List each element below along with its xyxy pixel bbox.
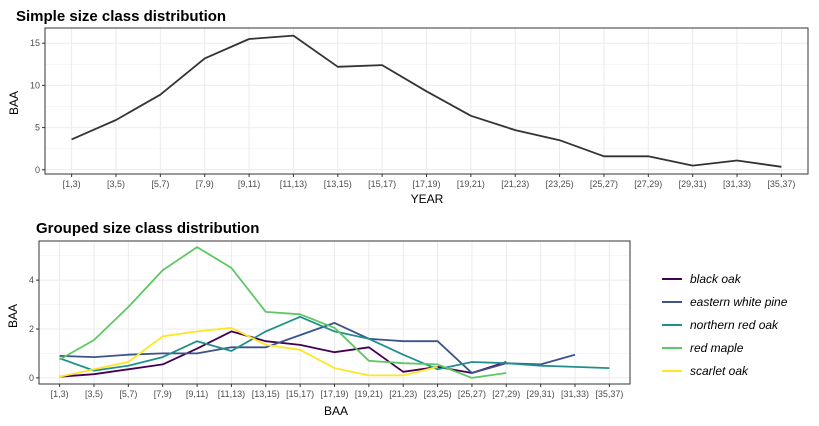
x-tick-label: [1,3): [51, 389, 69, 399]
y-axis-title: BAA: [7, 91, 21, 115]
x-tick-label: [15,17): [368, 179, 396, 189]
y-tick-label: 0: [29, 373, 34, 383]
x-tick-label: [1,3): [63, 179, 81, 189]
x-tick-label: [21,23): [501, 179, 529, 189]
x-tick-label: [27,29): [634, 179, 662, 189]
x-tick-label: [25,27): [458, 389, 486, 399]
legend-label: red maple: [690, 341, 744, 355]
x-tick-label: [17,19): [320, 389, 348, 399]
x-tick-label: [5,7): [119, 389, 137, 399]
x-tick-label: [27,29): [492, 389, 520, 399]
chart-title: Grouped size class distribution: [36, 220, 259, 237]
y-tick-label: 4: [29, 275, 34, 285]
x-tick-label: [35,37): [767, 179, 795, 189]
chart-simple-size-class: Simple size class distribution BAA YEAR …: [7, 8, 809, 206]
x-tick-label: [9,11): [186, 389, 208, 399]
legend-label: northern red oak: [690, 318, 779, 332]
series-line-eastern-white-pine: [59, 322, 576, 374]
x-tick-label: [21,23): [389, 389, 417, 399]
x-tick-label: [19,21): [457, 179, 485, 189]
x-tick-label: [29,31): [527, 389, 555, 399]
x-tick-label: [35,37): [595, 389, 623, 399]
legend-label: black oak: [690, 272, 742, 286]
x-axis-title: YEAR: [411, 192, 444, 206]
x-tick-label: [31,33): [561, 389, 589, 399]
x-axis-title: BAA: [324, 404, 348, 418]
y-axis-title: BAA: [6, 304, 20, 328]
y-tick-label: 5: [35, 123, 40, 133]
x-tick-label: [13,15): [252, 389, 280, 399]
y-tick-label: 2: [29, 324, 34, 334]
series-line: [71, 34, 782, 168]
x-tick-label: [23,25): [546, 179, 574, 189]
series-line-northern-red-oak: [59, 315, 610, 372]
x-tick-label: [11,13): [280, 179, 307, 189]
x-tick-label: [15,17): [286, 389, 314, 399]
x-tick-label: [19,21): [355, 389, 383, 399]
x-tick-label: [3,5): [107, 179, 125, 189]
x-tick-label: [5,7): [151, 179, 169, 189]
chart-title: Simple size class distribution: [16, 8, 226, 25]
x-tick-label: [9,11): [238, 179, 260, 189]
y-tick-label: 10: [30, 80, 40, 90]
x-tick-label: [3,5): [85, 389, 103, 399]
x-tick-label: [11,13): [218, 389, 245, 399]
x-tick-label: [7,9): [196, 179, 214, 189]
legend-label: eastern white pine: [690, 295, 788, 309]
y-tick-label: 0: [35, 165, 40, 175]
x-tick-label: [29,31): [679, 179, 707, 189]
chart-grouped-size-class: Grouped size class distribution BAA BAA …: [6, 220, 788, 418]
y-tick-label: 15: [30, 38, 40, 48]
x-tick-label: [23,25): [424, 389, 452, 399]
series-line-red-maple: [59, 246, 507, 379]
x-tick-label: [7,9): [154, 389, 172, 399]
x-tick-label: [13,15): [324, 179, 352, 189]
x-tick-label: [31,33): [723, 179, 751, 189]
x-tick-label: [17,19): [412, 179, 440, 189]
series-line-scarlet-oak: [59, 326, 438, 378]
x-tick-label: [25,27): [590, 179, 618, 189]
legend-label: scarlet oak: [690, 364, 749, 378]
